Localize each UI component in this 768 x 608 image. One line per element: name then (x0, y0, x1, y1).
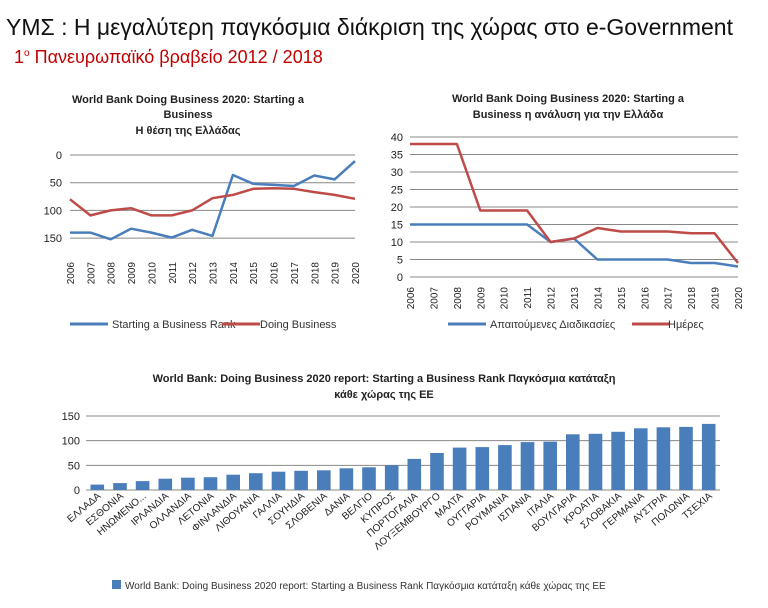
subtitle-number: 1 (14, 47, 25, 67)
chart3-bar (679, 426, 693, 490)
chart1-xtick-label: 2007 (86, 262, 97, 285)
chart2-ytick-label: 25 (391, 185, 403, 197)
chart3-bar (339, 468, 354, 490)
chart1-xtick-label: 2013 (209, 262, 220, 285)
chart2-ytick-label: 35 (391, 150, 403, 162)
subtitle-ordinal: ο (24, 48, 30, 59)
chart1-xtick-label: 2017 (290, 262, 301, 285)
chart3-bar (566, 434, 580, 490)
chart3-ytick-label: 0 (74, 485, 80, 497)
chart2-xtick-label: 2010 (500, 287, 511, 310)
chart3-bar (317, 470, 331, 490)
chart2-xtick-label: 2007 (429, 287, 440, 310)
chart3-bar (588, 433, 603, 490)
chart3-bar (271, 471, 286, 490)
chart1-ytick-label: 100 (44, 205, 62, 217)
chart3-ytick-label: 50 (68, 460, 80, 472)
chart2-title-line: Business η ανάλυση για την Ελλάδα (473, 109, 664, 121)
chart1-xtick-label: 2019 (331, 262, 342, 285)
chart3-bar (113, 483, 127, 490)
chart2-ytick-label: 5 (397, 255, 403, 267)
chart3-bar (452, 447, 467, 490)
chart3-bar (158, 478, 173, 490)
chart1-ytick-label: 0 (56, 150, 62, 162)
chart3-bar (611, 431, 625, 490)
chart1-xtick-label: 2010 (147, 262, 158, 285)
chart2-xtick-label: 2019 (711, 287, 722, 310)
chart3-bar (135, 481, 150, 490)
chart2-legend-label-1: Απαιτούμενες Διαδικασίες (490, 319, 615, 331)
chart2-xtick-label: 2011 (523, 287, 534, 309)
chart3-bar (294, 470, 308, 490)
chart3-bar (362, 467, 376, 490)
chart3-bar (181, 477, 195, 490)
chart3-ytick-label: 150 (62, 411, 80, 423)
chart3-bar (656, 427, 671, 490)
chart1-ytick-label: 150 (44, 233, 62, 245)
chart3-title-line: World Bank: Doing Business 2020 report: … (153, 373, 616, 385)
chart1-xtick-label: 2014 (229, 262, 240, 285)
chart1-series-1-line (70, 160, 356, 241)
chart1-title-line: Business (164, 109, 213, 121)
chart1-title-line: Η θέση της Ελλάδας (136, 125, 241, 137)
chart3-bar (90, 484, 105, 490)
chart1-xtick-label: 2011 (168, 262, 179, 284)
chart1-series-2-line (69, 187, 356, 217)
chart2-xtick-label: 2015 (617, 287, 628, 310)
chart2-xtick-label: 2013 (570, 287, 581, 310)
chart3-legend-swatch (112, 580, 121, 589)
chart3-bar (226, 474, 240, 490)
chart1-xtick-label: 2016 (270, 262, 281, 285)
chart2-ytick-label: 30 (391, 167, 403, 179)
chart3-bar (384, 465, 399, 490)
chart3-bar (249, 473, 263, 490)
chart2-legend-label-2: Ημέρες (668, 319, 704, 331)
chart3-bar (203, 477, 218, 490)
chart2-ytick-label: 40 (391, 132, 403, 144)
chart2-series-1-line (410, 223, 739, 268)
chart2-title-line: World Bank Doing Business 2020: Starting… (452, 93, 685, 105)
chart1-xtick-label: 2020 (351, 262, 362, 285)
chart1-xtick-label: 2008 (107, 262, 118, 285)
chart3-bar (430, 453, 444, 490)
slide-subtitle: 1ο Πανευρωπαϊκό βραβείο 2012 / 2018 (14, 47, 323, 68)
chart3-ytick-label: 100 (62, 436, 80, 448)
chart1-xtick-label: 2012 (188, 262, 199, 285)
subtitle-text: Πανευρωπαϊκό βραβείο 2012 / 2018 (29, 47, 323, 67)
chart2-xtick-label: 2008 (453, 287, 464, 310)
chart2-series-2-line (410, 142, 739, 264)
chart2-xtick-label: 2009 (476, 287, 487, 310)
chart2-ytick-label: 10 (391, 237, 403, 249)
chart3-bar (634, 428, 648, 490)
chart2-xtick-label: 2017 (664, 287, 675, 310)
chart3-title-line: κάθε χώρας της ΕΕ (334, 389, 434, 401)
chart3-legend-label: World Bank: Doing Business 2020 report: … (125, 580, 606, 592)
chart1-legend-label-2: Doing Business (260, 319, 337, 331)
chart3-bar (543, 441, 557, 490)
chart2-xtick-label: 2016 (640, 287, 651, 310)
slide-title: ΥΜΣ : Η μεγαλύτερη παγκόσμια διάκριση τη… (6, 14, 733, 40)
chart2-xtick-label: 2018 (687, 287, 698, 310)
chart2-ytick-label: 0 (397, 272, 403, 284)
chart1-xtick-label: 2018 (310, 262, 321, 285)
chart1-ytick-label: 50 (50, 178, 62, 190)
chart1-legend-label-1: Starting a Business Rank (112, 319, 236, 331)
chart1-xtick-label: 2006 (66, 262, 77, 285)
chart3-bar (407, 458, 422, 490)
chart2-ytick-label: 20 (391, 202, 403, 214)
chart1-xtick-label: 2009 (127, 262, 138, 285)
chart2-xtick-label: 2014 (593, 287, 604, 310)
chart2-xtick-label: 2012 (547, 287, 558, 310)
chart2-xtick-label: 2006 (406, 287, 417, 310)
chart3-bar (475, 447, 490, 490)
chart2-xtick-label: 2020 (734, 287, 745, 310)
chart3-bar (701, 423, 716, 490)
chart1-xtick-label: 2015 (249, 262, 260, 285)
chart1-title-line: World Bank Doing Business 2020: Starting… (72, 94, 305, 106)
chart3-bar (498, 445, 512, 490)
chart2-ytick-label: 15 (391, 220, 403, 232)
chart3-bar (520, 442, 535, 490)
